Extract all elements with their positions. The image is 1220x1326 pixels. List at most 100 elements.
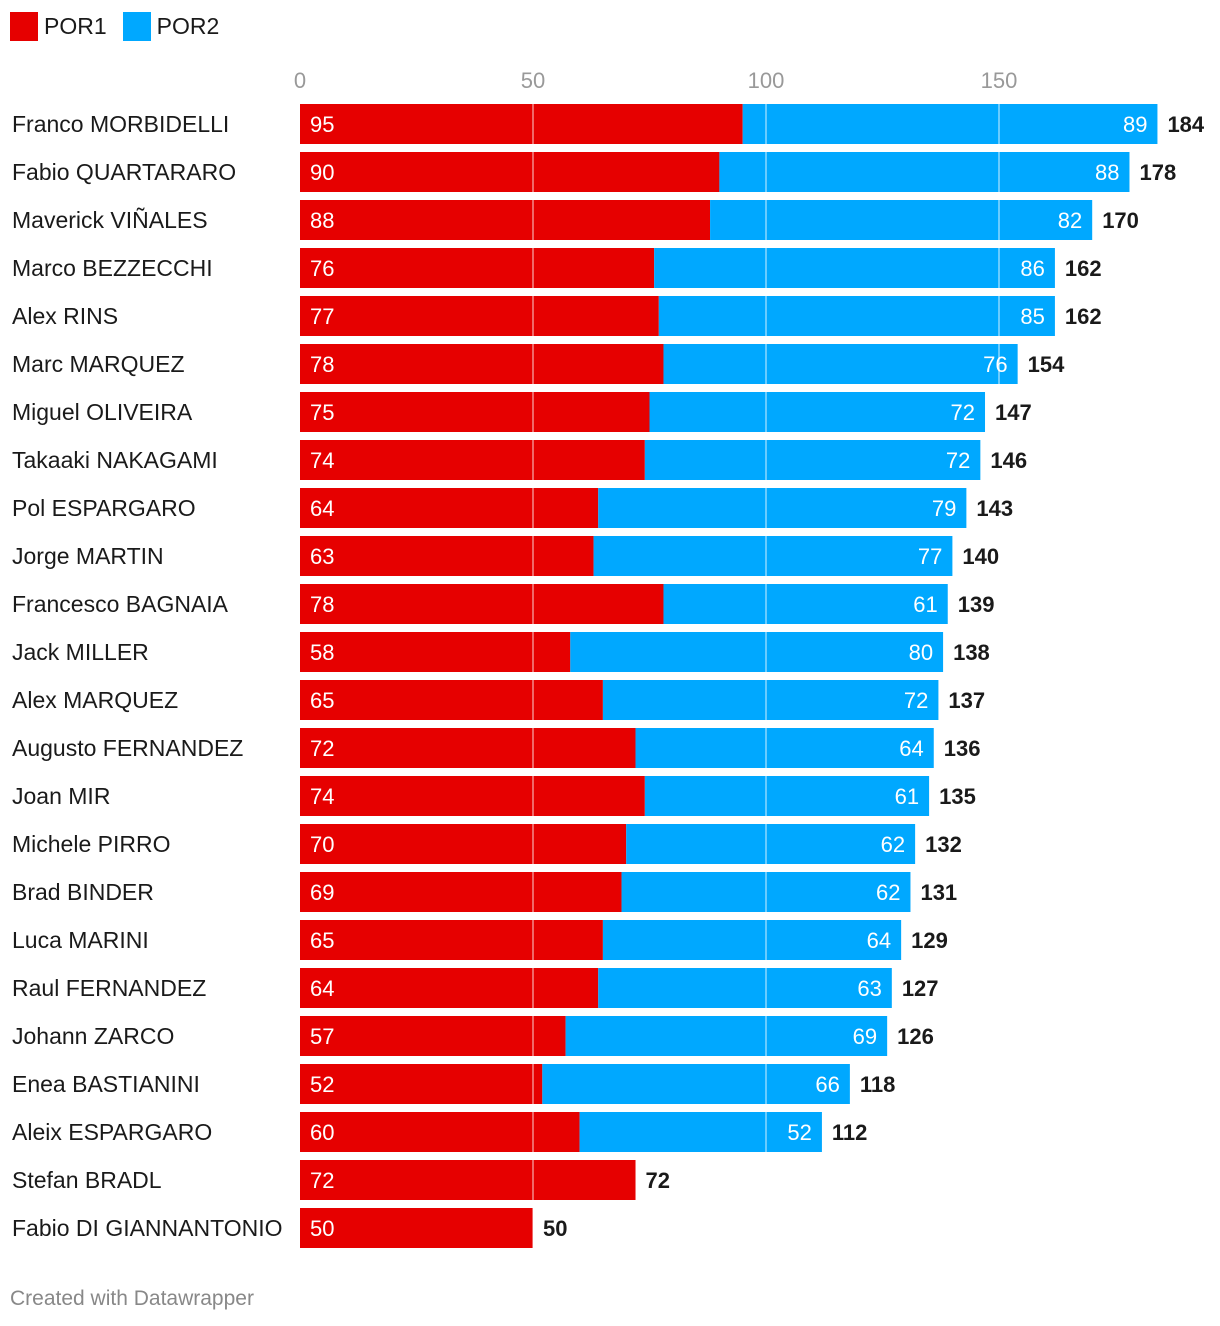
value-label-por2: 72 xyxy=(951,400,975,425)
value-label-por2: 76 xyxy=(983,352,1007,377)
value-label-por1: 58 xyxy=(310,640,334,665)
total-label: 147 xyxy=(995,400,1032,425)
bar-por2 xyxy=(598,488,967,528)
value-label-por1: 52 xyxy=(310,1072,334,1097)
bar-por2 xyxy=(542,1064,850,1104)
category-label: Alex MARQUEZ xyxy=(12,687,178,713)
value-label-por1: 72 xyxy=(310,1168,334,1193)
value-label-por1: 50 xyxy=(310,1216,334,1241)
value-label-por2: 63 xyxy=(857,976,881,1001)
total-label: 184 xyxy=(1167,112,1204,137)
bar-por1 xyxy=(300,824,627,864)
category-label: Stefan BRADL xyxy=(12,1167,162,1193)
value-label-por1: 60 xyxy=(310,1120,334,1145)
value-label-por2: 61 xyxy=(895,784,919,809)
category-label: Franco MORBIDELLI xyxy=(12,111,229,137)
legend-label-por1: POR1 xyxy=(44,13,107,39)
total-label: 135 xyxy=(939,784,976,809)
bar-por2 xyxy=(593,536,953,576)
x-tick-label: 100 xyxy=(748,68,785,93)
stacked-bar-chart: 0 50 100 150 Franco MORBIDELLI Fabio QUARTARA… xyxy=(12,68,1205,1248)
bar-por2 xyxy=(644,776,930,816)
value-label-por2: 86 xyxy=(1020,256,1044,281)
value-label-por2: 52 xyxy=(787,1120,811,1145)
value-label-por1: 63 xyxy=(310,544,334,569)
value-label-por2: 77 xyxy=(918,544,942,569)
total-label: 143 xyxy=(976,496,1013,521)
x-tick-label: 0 xyxy=(294,68,306,93)
value-label-por1: 64 xyxy=(310,976,334,1001)
category-label: Marc MARQUEZ xyxy=(12,351,185,377)
bar-por1 xyxy=(300,344,664,384)
total-label: 129 xyxy=(911,928,948,953)
bar-por1 xyxy=(300,1064,543,1104)
value-label-por1: 57 xyxy=(310,1024,334,1049)
total-label: 118 xyxy=(860,1072,896,1097)
bar-por2 xyxy=(710,200,1093,240)
bar-por1 xyxy=(300,152,720,192)
total-label: 162 xyxy=(1065,256,1102,281)
value-label-por1: 75 xyxy=(310,400,334,425)
bar-por1 xyxy=(300,296,659,336)
value-label-por1: 70 xyxy=(310,832,334,857)
x-tick-label: 150 xyxy=(981,68,1018,93)
category-label: Alex RINS xyxy=(12,303,118,329)
bar-por2 xyxy=(570,632,944,672)
bar-por1 xyxy=(300,536,594,576)
total-label: 138 xyxy=(953,640,990,665)
value-label-por2: 66 xyxy=(815,1072,839,1097)
total-label: 139 xyxy=(958,592,995,617)
bar-por1 xyxy=(300,872,622,912)
value-label-por2: 69 xyxy=(853,1024,877,1049)
total-label: 126 xyxy=(897,1024,934,1049)
category-label: Maverick VIÑALES xyxy=(12,207,208,233)
category-label: Raul FERNANDEZ xyxy=(12,975,206,1001)
category-label: Fabio DI GIANNANTONIO xyxy=(12,1215,283,1241)
total-label: 162 xyxy=(1065,304,1102,329)
category-label: Takaaki NAKAGAMI xyxy=(12,447,218,473)
value-label-por1: 88 xyxy=(310,208,334,233)
bar-por2 xyxy=(635,728,934,768)
bar-por2 xyxy=(654,248,1055,288)
value-label-por1: 77 xyxy=(310,304,334,329)
bar-por1 xyxy=(300,1112,580,1152)
bar-por1 xyxy=(300,776,645,816)
footer-credit: Created with Datawrapper xyxy=(10,1287,254,1310)
total-label: 131 xyxy=(920,880,957,905)
value-label-por1: 90 xyxy=(310,160,334,185)
category-label: Marco BEZZECCHI xyxy=(12,255,213,281)
value-label-por1: 74 xyxy=(310,448,334,473)
value-label-por1: 95 xyxy=(310,112,334,137)
bar-por1 xyxy=(300,104,743,144)
bar-por2 xyxy=(742,104,1158,144)
bar-por2 xyxy=(649,392,986,432)
category-label: Pol ESPARGARO xyxy=(12,495,196,521)
category-label: Jack MILLER xyxy=(12,639,149,665)
value-label-por1: 65 xyxy=(310,928,334,953)
bar-por1 xyxy=(300,920,603,960)
value-label-por2: 82 xyxy=(1058,208,1082,233)
bar-por2 xyxy=(658,296,1055,336)
category-label: Miguel OLIVEIRA xyxy=(12,399,193,425)
category-label: Enea BASTIANINI xyxy=(12,1071,200,1097)
bar-por2 xyxy=(626,824,916,864)
legend: POR1 POR2 xyxy=(10,12,235,41)
value-label-por2: 88 xyxy=(1095,160,1119,185)
legend-label-por2: POR2 xyxy=(156,13,220,39)
bar-por1 xyxy=(300,728,636,768)
total-label: 170 xyxy=(1102,208,1139,233)
value-label-por2: 64 xyxy=(899,736,923,761)
bar-por2 xyxy=(663,584,948,624)
value-label-por1: 69 xyxy=(310,880,334,905)
bar-por2 xyxy=(644,440,981,480)
x-tick-label: 50 xyxy=(521,68,545,93)
total-label: 72 xyxy=(646,1168,670,1193)
total-label: 112 xyxy=(832,1120,868,1145)
bar-por1 xyxy=(300,200,711,240)
total-label: 136 xyxy=(944,736,981,761)
legend-item-por2: POR2 xyxy=(122,12,220,41)
category-label: Michele PIRRO xyxy=(12,831,170,857)
value-label-por1: 72 xyxy=(310,736,334,761)
bar-por2 xyxy=(598,968,892,1008)
value-label-por2: 72 xyxy=(904,688,928,713)
